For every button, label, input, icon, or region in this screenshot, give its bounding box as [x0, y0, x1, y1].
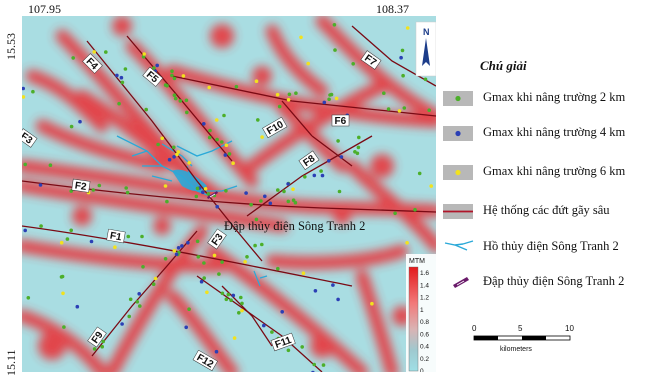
- legend-item-4km: Gmax khi nâng trường 4 km: [443, 124, 666, 142]
- reservoir-line-icon: [444, 240, 474, 251]
- scale-tick-10: 10: [565, 324, 574, 333]
- yellow-dot-icon: [455, 169, 461, 176]
- lon-left-label: 107.95: [28, 2, 61, 16]
- svg-text:F1: F1: [109, 231, 123, 244]
- colorbar-tick: 0.4: [420, 344, 429, 351]
- fault-label-f2: F2: [71, 178, 91, 193]
- scale-tick-0: 0: [472, 324, 477, 333]
- lat-top-label: 15.53: [4, 33, 18, 60]
- legend-item-dam: Đập thủy điện Sông Tranh 2: [443, 273, 666, 291]
- dam-label: Đập thủy điện Sông Tranh 2: [224, 219, 365, 233]
- legend-item-reservoir: Hồ thủy điện Sông Tranh 2: [443, 238, 666, 256]
- scale-tick-5: 5: [518, 324, 523, 333]
- colorbar-tick: 1.4: [420, 282, 429, 289]
- colorbar-tick: 0: [420, 368, 424, 372]
- blue-dot-icon: [455, 130, 461, 137]
- svg-text:F6: F6: [335, 116, 347, 127]
- colorbar: MTM 1.6 1.4 1.2 1 0.8 0.6 0.4 0.2 0: [406, 254, 436, 372]
- colorbar-tick: 0.2: [420, 356, 429, 363]
- fault-lines: [22, 25, 436, 372]
- svg-text:F2: F2: [74, 180, 88, 193]
- dam-marker: [207, 191, 218, 199]
- colorbar-tick: 0.8: [420, 319, 429, 326]
- legend-item-faults: Hệ thống các đứt gãy sâu: [443, 202, 666, 220]
- legend-item-6km: Gmax khi nâng trường 6 km: [443, 163, 666, 181]
- colorbar-tick: 0.6: [420, 331, 429, 338]
- lat-bottom-label: 15.11: [4, 349, 18, 376]
- colorbar-tick: 1.2: [420, 295, 429, 302]
- anomaly-field: [22, 16, 436, 372]
- green-dot-icon: [455, 95, 461, 102]
- fault-label-f1: F1: [106, 228, 126, 244]
- scale-bar: 0 5 10 kilometers: [470, 324, 580, 364]
- scale-unit: kilometers: [500, 346, 532, 353]
- fault-label-f3: F3: [22, 128, 38, 148]
- lon-right-label: 108.37: [376, 2, 409, 16]
- north-arrow: N: [415, 21, 436, 77]
- legend-item-2km: Gmax khi nâng trường 2 km: [443, 89, 666, 107]
- colorbar-title: MTM: [409, 258, 425, 265]
- fault-label-f6: F6: [331, 114, 350, 127]
- legend-title: Chú giải: [480, 58, 527, 73]
- colorbar-tick: 1.6: [420, 270, 429, 277]
- north-arrow-icon: [422, 38, 430, 66]
- colorbar-tick: 1: [420, 307, 424, 314]
- north-letter: N: [423, 27, 430, 37]
